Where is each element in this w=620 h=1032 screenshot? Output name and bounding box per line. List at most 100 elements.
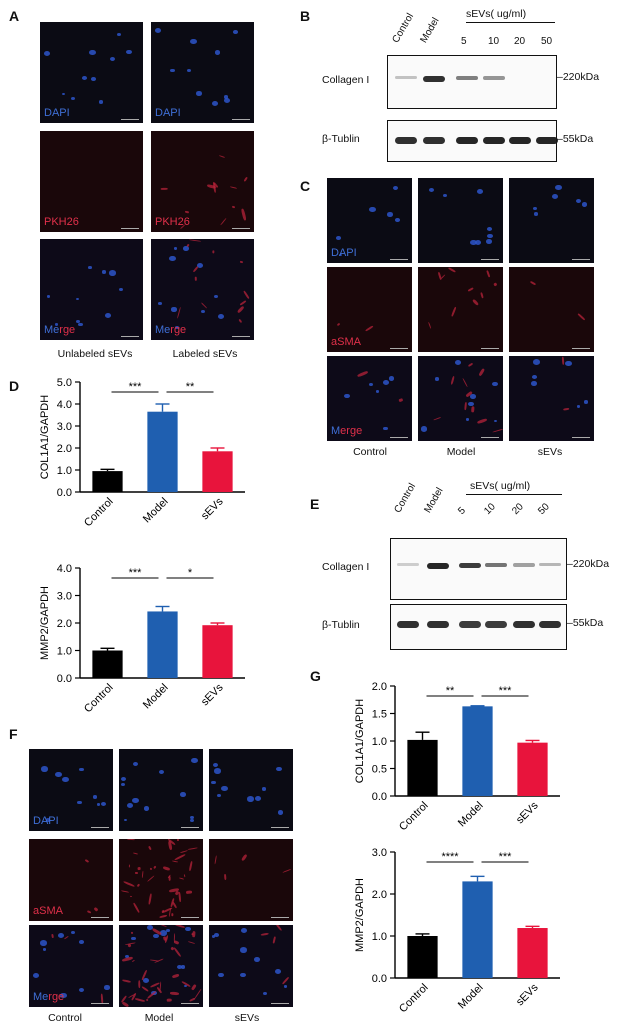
nucleus-spot — [429, 188, 434, 192]
nucleus-spot — [213, 933, 219, 938]
nucleus-spot — [240, 973, 246, 978]
red-signal — [162, 866, 171, 872]
micrograph-asma-2 — [508, 266, 595, 353]
nucleus-spot — [533, 212, 539, 216]
red-signal — [243, 290, 251, 299]
red-signal — [84, 859, 89, 864]
red-signal — [127, 839, 136, 841]
nucleus-spot — [108, 270, 116, 276]
nucleus-spot — [120, 782, 126, 786]
row-label-tubulin: β-Tublin — [322, 133, 360, 145]
nucleus-spot — [443, 193, 447, 197]
red-signal — [141, 870, 144, 878]
nucleus-spot — [530, 381, 537, 386]
band — [513, 563, 535, 567]
nucleus-spot — [78, 987, 85, 993]
nucleus-spot — [551, 193, 558, 199]
merge-label-blue: Me — [33, 991, 49, 1003]
sevs-bracket-line — [466, 22, 555, 23]
nucleus-spot — [91, 77, 97, 82]
nucleus-spot — [101, 270, 107, 275]
nucleus-spot — [435, 377, 440, 381]
red-signal — [179, 877, 185, 881]
red-signal — [220, 217, 227, 226]
micrograph-dapi-1: DAPI — [150, 21, 255, 124]
bar-model — [462, 881, 493, 978]
nucleus-spot — [61, 776, 69, 783]
red-signal — [185, 890, 192, 895]
band — [539, 563, 561, 567]
scale-bar — [121, 119, 139, 120]
nucleus-spot — [45, 818, 50, 822]
nucleus-spot — [575, 198, 581, 203]
nucleus-spot — [487, 233, 493, 239]
red-signal — [365, 325, 374, 332]
nucleus-spot — [76, 298, 80, 301]
channel-label: DAPI — [44, 107, 70, 119]
x-tick-label-model: Model — [141, 682, 171, 712]
nucleus-spot — [42, 947, 47, 951]
red-signal — [123, 881, 136, 888]
nucleus-spot — [89, 49, 97, 56]
nucleus-spot — [344, 393, 351, 399]
y-axis-label: MMP2/GAPDH — [39, 586, 51, 660]
y-tick-label: 5.0 — [57, 377, 72, 389]
x-tick-label-control: Control — [397, 982, 431, 1016]
band — [485, 621, 507, 628]
weight-55: –55kDa — [567, 617, 604, 629]
red-signal — [192, 265, 199, 273]
channel-label: PKH26 — [44, 216, 79, 228]
blot-collagen — [390, 538, 567, 600]
nucleus-spot — [40, 940, 47, 946]
panel-g-bottom-chart: 0.0 1.0 2.0 3.0 MMP2/GAPDH Control Model sEVs **… — [354, 847, 560, 1016]
red-signal — [186, 243, 190, 248]
nucleus-spot — [338, 253, 342, 257]
channel-label: PKH26 — [155, 216, 190, 228]
micrograph-asma-1 — [417, 266, 504, 353]
band — [397, 621, 419, 628]
red-signal — [236, 305, 245, 314]
band — [427, 621, 449, 628]
red-signal — [561, 356, 565, 365]
red-signal — [121, 1000, 130, 1007]
channel-label: DAPI — [155, 107, 181, 119]
nucleus-spot — [57, 933, 65, 939]
dose-label-10: 10 — [488, 36, 500, 47]
micrograph-merge-0: Merge — [326, 355, 413, 442]
bar-sevs — [202, 625, 233, 678]
red-signal — [93, 906, 99, 912]
red-signal — [476, 418, 488, 425]
micrograph-merge-1 — [118, 924, 204, 1008]
red-signal — [398, 398, 404, 403]
nucleus-spot — [254, 957, 261, 962]
band — [459, 563, 481, 569]
nucleus-spot — [240, 947, 248, 953]
micrograph-dapi-0: DAPI — [39, 21, 144, 124]
nucleus-spot — [183, 246, 189, 252]
nucleus-spot — [389, 376, 395, 381]
micrograph-dapi-0: DAPI — [326, 177, 413, 264]
nucleus-spot — [169, 255, 176, 261]
panel-c-column-model: Model — [446, 446, 476, 458]
red-signal — [336, 322, 341, 327]
band — [536, 137, 558, 144]
scale-bar — [91, 827, 109, 828]
x-tick-label-model: Model — [456, 800, 486, 830]
sevs-bracket-line — [466, 494, 562, 495]
nucleus-spot — [190, 816, 194, 820]
nucleus-spot — [581, 202, 588, 207]
channel-label: DAPI — [33, 815, 59, 827]
panel-c-column-sevs: sEVs — [537, 446, 563, 458]
nucleus-spot — [382, 380, 390, 386]
bar-control — [407, 739, 438, 796]
red-signal — [212, 250, 215, 254]
nucleus-spot — [532, 374, 538, 379]
red-signal — [137, 979, 141, 988]
nucleus-spot — [470, 394, 476, 399]
sevs-header: sEVs( ug/ml) — [466, 8, 527, 20]
red-signal — [171, 973, 180, 979]
scale-bar — [390, 437, 408, 438]
scale-bar — [181, 1003, 199, 1004]
red-signal — [471, 406, 475, 413]
y-tick-label: 1.0 — [57, 646, 72, 658]
